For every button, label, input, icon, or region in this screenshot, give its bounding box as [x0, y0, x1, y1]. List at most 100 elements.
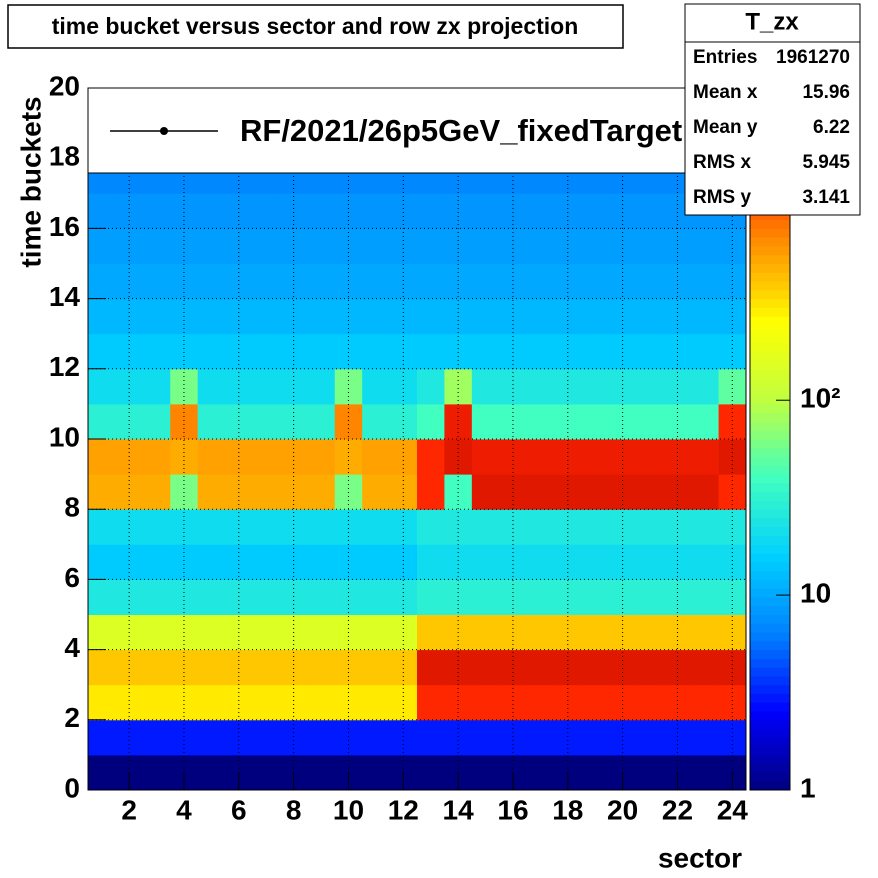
- color-bar-step: [750, 754, 790, 765]
- cell: [307, 193, 336, 229]
- color-bar-step: [750, 772, 790, 782]
- cell: [225, 403, 253, 440]
- stats-frame: [684, 3, 861, 216]
- cell: [197, 298, 226, 335]
- cell: [471, 228, 500, 264]
- cell: [417, 263, 445, 300]
- cell: [471, 439, 500, 475]
- cell: [526, 263, 555, 300]
- color-bar-step: [750, 368, 790, 379]
- cell: [417, 403, 445, 440]
- cell: [252, 544, 281, 580]
- cell: [499, 193, 528, 229]
- cell: [362, 193, 391, 229]
- cell: [252, 368, 281, 405]
- color-bar-step: [750, 693, 790, 703]
- cell: [225, 228, 253, 264]
- cell: [581, 228, 610, 264]
- color-bar-step: [750, 737, 790, 747]
- color-bar-step: [750, 781, 790, 791]
- z-tick-label: 1: [800, 772, 816, 803]
- cell: [636, 439, 665, 475]
- cell: [197, 719, 226, 756]
- cell: [663, 719, 692, 756]
- cell: [170, 684, 199, 721]
- cell: [197, 544, 226, 580]
- cell: [554, 719, 582, 756]
- cell: [499, 263, 528, 300]
- heatmap: [88, 88, 747, 791]
- cell: [554, 228, 582, 264]
- cell: [88, 193, 116, 229]
- cell: [225, 333, 253, 370]
- cell: [197, 649, 226, 686]
- cell: [636, 298, 665, 335]
- cell: [526, 403, 555, 440]
- cell: [225, 368, 253, 405]
- color-bar-step: [750, 675, 790, 686]
- color-bar-step: [750, 324, 790, 335]
- cell: [444, 684, 473, 721]
- cell: [170, 649, 199, 686]
- cell: [252, 263, 281, 300]
- cell: [334, 509, 363, 545]
- z-tick-label: 10²: [800, 383, 840, 414]
- cell: [142, 544, 171, 580]
- cell: [581, 614, 610, 651]
- cell: [197, 368, 226, 405]
- cell: [554, 509, 582, 545]
- stats-value: 15.96: [802, 82, 850, 103]
- cell: [115, 719, 144, 756]
- cell: [581, 649, 610, 686]
- cell: [471, 614, 500, 651]
- cell: [444, 649, 473, 686]
- cell: [608, 544, 637, 580]
- cell: [88, 614, 116, 651]
- cell: [581, 263, 610, 300]
- cell: [608, 368, 637, 405]
- cell: [334, 368, 363, 405]
- color-bar-step: [750, 219, 790, 229]
- cell: [334, 403, 363, 440]
- cell: [334, 544, 363, 580]
- cell: [307, 684, 336, 721]
- cell: [417, 614, 445, 651]
- cell: [142, 263, 171, 300]
- cell: [170, 368, 199, 405]
- cell: [334, 263, 363, 300]
- color-bar-step: [750, 632, 790, 642]
- cell: [636, 544, 665, 580]
- cell: [307, 263, 336, 300]
- cell: [197, 263, 226, 300]
- cell: [663, 509, 692, 545]
- cell: [471, 403, 500, 440]
- color-bar-step: [750, 439, 790, 449]
- cell: [252, 719, 281, 756]
- cell: [307, 228, 336, 264]
- x-tick-label: 14: [443, 794, 475, 825]
- y-tick-label: 4: [64, 632, 80, 663]
- cell: [471, 368, 500, 405]
- cell: [691, 614, 720, 651]
- cell: [142, 754, 171, 791]
- cell: [691, 719, 720, 756]
- cell: [170, 193, 199, 229]
- color-bar-step: [750, 658, 790, 668]
- color-bar-step: [750, 561, 790, 572]
- y-tick-label: 8: [64, 492, 80, 523]
- color-bar-step: [750, 684, 790, 694]
- cell: [362, 228, 391, 264]
- cell: [115, 579, 144, 615]
- cell: [718, 333, 747, 370]
- cell: [581, 333, 610, 370]
- cell: [362, 474, 391, 510]
- cell: [608, 579, 637, 615]
- cell: [581, 719, 610, 756]
- color-bar-step: [750, 289, 790, 300]
- cell: [389, 403, 418, 440]
- cell: [691, 368, 720, 405]
- cell: [307, 368, 336, 405]
- x-tick-label: 18: [552, 794, 583, 825]
- cell: [663, 544, 692, 580]
- color-bar-step: [750, 763, 790, 773]
